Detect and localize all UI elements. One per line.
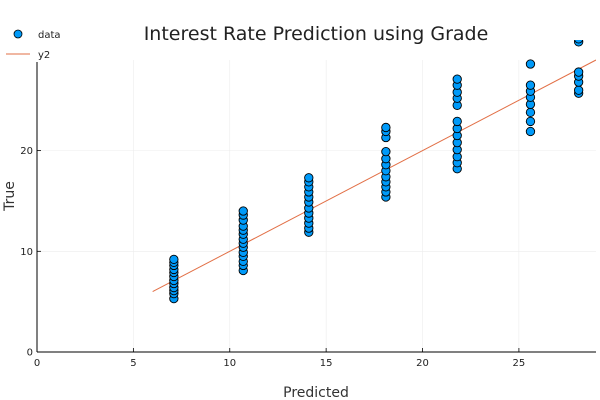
x-axis-label: Predicted — [283, 385, 349, 400]
y2-line — [152, 59, 596, 293]
data-point — [381, 122, 391, 133]
data-point — [452, 116, 462, 127]
legend: data y2 — [0, 24, 70, 62]
legend-box — [0, 24, 70, 62]
x-tick-label: 10 — [223, 358, 236, 369]
legend-y2-label: y2 — [38, 50, 50, 61]
x-tick-label: 5 — [130, 358, 136, 369]
data-point — [574, 40, 584, 44]
data-point — [574, 85, 584, 95]
x-tick-label: 0 — [34, 358, 40, 369]
x-tick-label: 15 — [320, 358, 333, 369]
data-point — [169, 254, 179, 265]
data-point — [304, 173, 314, 183]
legend-data-label: data — [38, 30, 61, 41]
data-point — [525, 80, 536, 90]
data-point — [574, 67, 584, 77]
y2-line-series — [152, 59, 596, 293]
data-scatter-series — [169, 40, 584, 304]
y-tick-label: 10 — [20, 247, 33, 258]
data-point — [525, 59, 536, 69]
y-axis-label: True — [2, 181, 18, 212]
y-tick-label: 0 — [27, 348, 33, 359]
ticks: 0 5 10 15 20 25 0 10 20 — [20, 146, 525, 369]
data-point — [525, 107, 536, 118]
data-point — [381, 146, 391, 157]
y-tick-label: 20 — [20, 146, 33, 157]
x-tick-label: 20 — [416, 358, 429, 369]
x-tick-label: 25 — [513, 358, 526, 369]
data-point — [238, 206, 248, 216]
chart-title: Interest Rate Prediction using Grade — [144, 23, 489, 45]
data-point — [525, 116, 536, 127]
legend-data-marker — [13, 29, 23, 39]
data-point — [525, 126, 536, 137]
data-point — [452, 74, 462, 84]
